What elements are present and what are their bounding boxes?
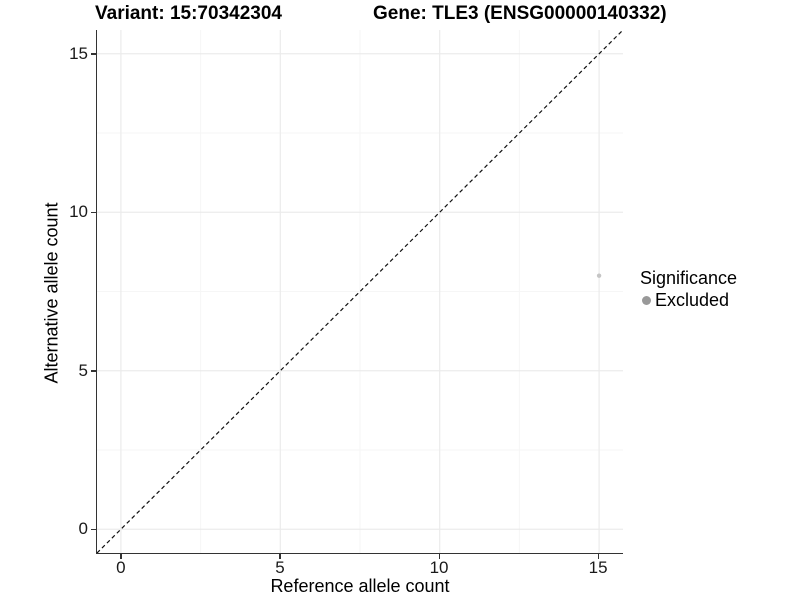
y-axis-title: Alternative allele count (41, 202, 62, 384)
legend-item-label: Excluded (655, 290, 730, 310)
legend-items: Excluded (640, 290, 737, 311)
x-axis-title: Reference allele count (270, 576, 450, 596)
plot-panel (96, 30, 623, 554)
plot-title-variant: Variant: 15:70342304 (95, 3, 282, 24)
x-tick-label: 10 (429, 558, 449, 577)
identity-dashed-line (97, 30, 623, 553)
y-tick-label: 0 (78, 519, 88, 539)
y-tick-label: 5 (78, 360, 88, 380)
x-axis-tick (438, 554, 441, 559)
plot-area-svg (97, 30, 623, 553)
y-axis-tick (91, 211, 96, 214)
legend-item-excluded: Excluded (640, 290, 737, 311)
x-axis-tick (120, 554, 122, 559)
data-point-excluded (596, 273, 602, 278)
y-axis-tick (91, 53, 96, 55)
y-axis-tick (91, 528, 96, 531)
x-tick-label: 0 (116, 558, 126, 577)
legend: Significance Excluded (640, 268, 737, 311)
legend-point-icon (642, 296, 651, 305)
x-axis-tick (597, 554, 600, 559)
y-tick-label: 15 (69, 43, 88, 63)
x-tick-label: 5 (275, 558, 285, 577)
x-axis-tick (279, 554, 281, 559)
y-axis-tick (91, 370, 96, 372)
x-tick-label: 15 (588, 558, 608, 577)
legend-title: Significance (640, 268, 738, 288)
y-tick-label: 10 (69, 202, 88, 222)
plot-title-gene: Gene: TLE3 (ENSG00000140332) (373, 3, 667, 24)
